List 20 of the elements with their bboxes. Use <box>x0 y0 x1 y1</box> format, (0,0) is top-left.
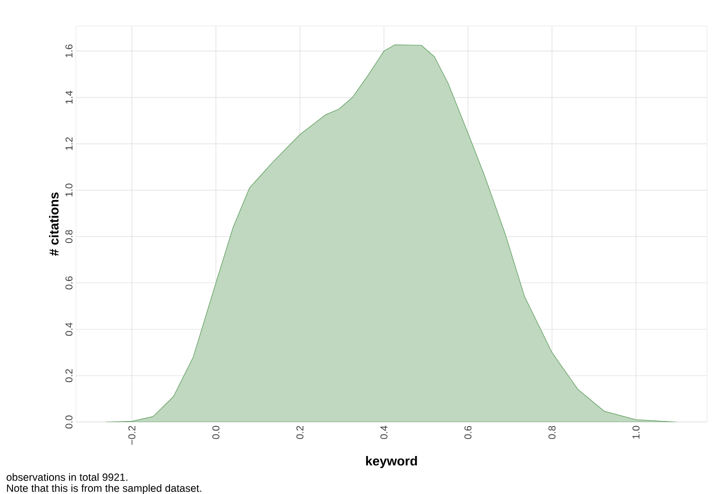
y-tick-label: 0.8 <box>65 230 72 244</box>
x-tick-label: 0.4 <box>380 426 388 439</box>
y-tick-label: 0.0 <box>65 415 72 429</box>
y-tick-label: 1.2 <box>66 137 72 150</box>
text: observations in total 9921. <box>6 473 128 481</box>
text: Note that this is from the sampled dataset. <box>7 484 202 494</box>
x-tick-label: 0.0 <box>212 426 220 439</box>
x-tick-label: 0.2 <box>296 426 304 439</box>
x-tick-label: 0.6 <box>464 426 472 439</box>
y-tick-label: 0.6 <box>65 276 72 290</box>
y-tick-label: 0.4 <box>65 322 72 336</box>
y-tick-label: 0.2 <box>65 369 72 382</box>
y-axis-title: # citations <box>49 192 59 256</box>
x-tick-label: 1.0 <box>632 426 640 439</box>
y-tick-label: 1.0 <box>65 184 72 196</box>
y-tick-label: 1.6 <box>65 44 72 58</box>
x-axis-title: keyword <box>366 456 417 468</box>
y-tick-label: 1.4 <box>66 90 72 104</box>
x-tick-label: −0.2 <box>128 426 136 445</box>
x-tick-label: 0.8 <box>548 426 556 439</box>
